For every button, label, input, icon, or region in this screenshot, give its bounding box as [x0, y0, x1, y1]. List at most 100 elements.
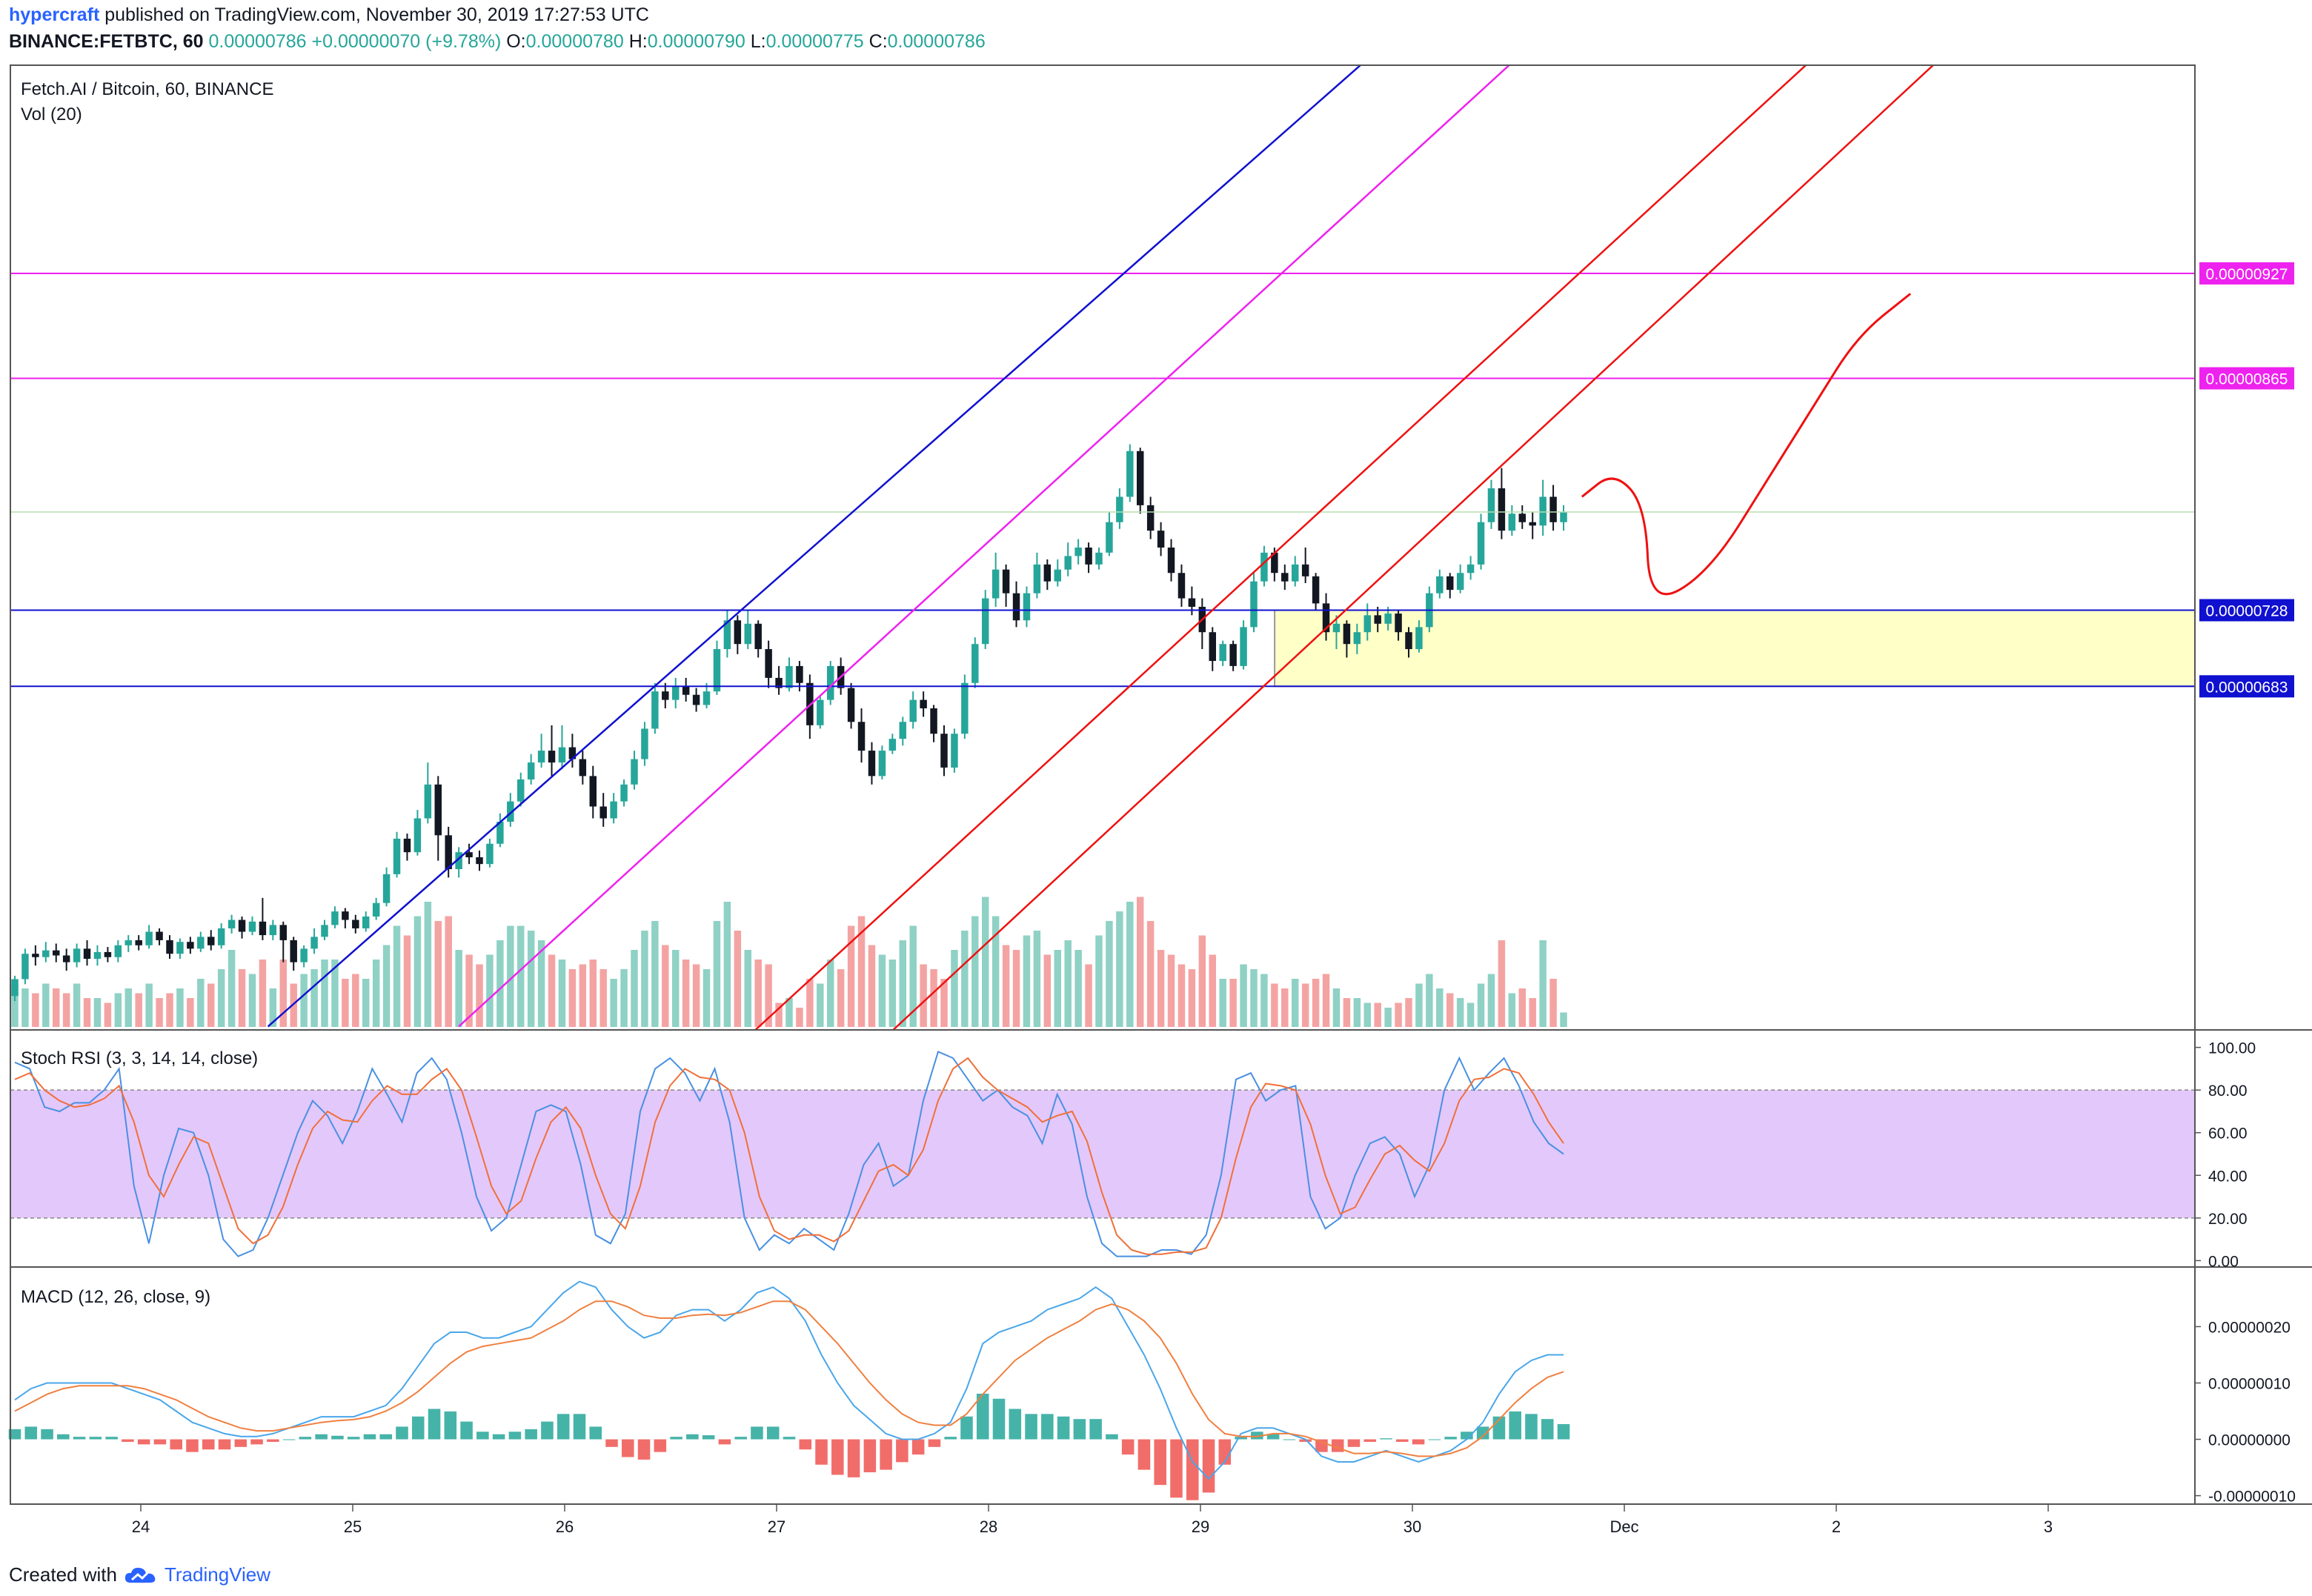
- volume-bar: [32, 993, 39, 1027]
- macd-histogram-bar: [686, 1434, 699, 1440]
- macd-histogram-bar: [57, 1434, 70, 1440]
- volume-bar: [156, 998, 163, 1027]
- volume-bar: [682, 960, 690, 1027]
- candle-body: [1291, 564, 1299, 582]
- macd-histogram-bar: [1476, 1426, 1489, 1440]
- candle-body: [1250, 581, 1258, 628]
- price-chart[interactable]: 0.00000927 0.00000865 0.00000728 0.00000683…: [0, 59, 2312, 1549]
- candle-body: [868, 751, 876, 777]
- macd-histogram-bar: [218, 1439, 231, 1450]
- volume-bar: [83, 998, 91, 1027]
- tradingview-brand[interactable]: TradingView: [164, 1563, 271, 1586]
- candle-body: [114, 945, 122, 957]
- volume-bar: [579, 964, 587, 1027]
- volume-bar: [403, 935, 411, 1027]
- volume-bar: [176, 988, 184, 1027]
- candle-body: [765, 649, 772, 678]
- macd-tick-label: 0.00000000: [2208, 1432, 2291, 1449]
- time-tick-label: 24: [132, 1517, 150, 1536]
- macd-histogram-bar: [589, 1426, 602, 1440]
- macd-histogram-bar: [1218, 1439, 1232, 1465]
- candle-body: [548, 751, 556, 763]
- volume-bar: [1415, 983, 1423, 1027]
- candle-body: [1177, 573, 1186, 599]
- candle-body: [372, 902, 380, 917]
- macd-histogram-bar: [799, 1439, 812, 1450]
- volume-bar: [754, 960, 762, 1027]
- volume-bar: [1426, 974, 1433, 1027]
- candle-body: [537, 751, 545, 763]
- macd-histogram-bar: [1073, 1419, 1086, 1440]
- candle-body: [568, 747, 577, 759]
- macd-histogram-bar: [476, 1432, 489, 1440]
- main-pane-title: Fetch.AI / Bitcoin, 60, BINANCE: [21, 79, 273, 99]
- publish-info: hypercraft published on TradingView.com,…: [9, 4, 649, 26]
- open-label: O:: [506, 31, 526, 52]
- candle-body: [951, 734, 958, 768]
- created-with-text: Created with: [9, 1563, 117, 1586]
- author-name[interactable]: hypercraft: [9, 4, 100, 25]
- candle-body: [1209, 632, 1217, 662]
- low-label: L:: [750, 31, 766, 52]
- candle-body: [1054, 569, 1062, 582]
- macd-histogram-bar: [815, 1439, 828, 1465]
- volume-bar: [826, 960, 834, 1027]
- macd-histogram-bar: [1121, 1439, 1135, 1455]
- volume-bar: [1508, 993, 1516, 1027]
- volume-bar: [269, 988, 277, 1027]
- candle-body: [227, 920, 236, 928]
- volume-bar: [548, 954, 556, 1027]
- candle-body: [331, 911, 339, 925]
- volume-bar: [11, 983, 19, 1027]
- stoch-tick-label: 60.00: [2208, 1125, 2248, 1143]
- volume-bar: [796, 1008, 803, 1027]
- candle-body: [961, 682, 969, 734]
- volume-bar: [909, 925, 917, 1027]
- candle-body: [1529, 522, 1536, 526]
- macd-histogram-bar: [508, 1432, 522, 1440]
- macd-histogram-bar: [202, 1439, 215, 1450]
- candle-body: [857, 722, 866, 751]
- candle-body: [11, 979, 19, 997]
- candle-body: [1116, 496, 1123, 522]
- macd-histogram-bar: [831, 1439, 844, 1475]
- trend-line: [458, 65, 1511, 1028]
- time-tick-label: 28: [980, 1517, 997, 1536]
- macd-histogram-bar: [1347, 1439, 1361, 1447]
- macd-histogram-bar: [379, 1434, 393, 1440]
- trend-line: [892, 65, 1935, 1030]
- macd-histogram-bar: [863, 1439, 877, 1473]
- candle-body: [1549, 496, 1557, 522]
- candle-body: [1487, 488, 1495, 522]
- candle-body: [651, 691, 659, 729]
- macd-histogram-bar: [492, 1434, 505, 1440]
- volume-bar: [424, 902, 432, 1027]
- candle-body: [785, 665, 793, 688]
- volume-bar: [610, 979, 617, 1027]
- volume-bar: [1146, 921, 1155, 1027]
- volume-bar: [321, 960, 328, 1027]
- macd-histogram-bar: [153, 1439, 167, 1445]
- candle-body: [1353, 632, 1361, 645]
- volume-bar: [1498, 940, 1506, 1027]
- time-tick-label: 30: [1404, 1517, 1421, 1536]
- volume-bar: [352, 974, 359, 1027]
- volume-bar: [920, 964, 927, 1027]
- time-tick-label: 25: [344, 1517, 362, 1536]
- candle-body: [1436, 576, 1444, 593]
- volume-bar: [847, 925, 855, 1027]
- volume-bar: [62, 993, 70, 1027]
- volume-bar: [21, 988, 29, 1027]
- macd-histogram-bar: [250, 1439, 263, 1445]
- trend-line: [754, 65, 1807, 1030]
- candle-body: [1395, 614, 1402, 633]
- candle-body: [352, 920, 359, 928]
- candle-body: [238, 920, 246, 932]
- level-price-text: 0.00000927: [2206, 266, 2288, 283]
- candle-body: [1322, 603, 1330, 633]
- volume-bar: [713, 921, 721, 1027]
- volume-bar: [857, 916, 866, 1027]
- macd-label: MACD (12, 26, close, 9): [21, 1287, 210, 1307]
- time-tick-label: Dec: [1610, 1517, 1638, 1536]
- macd-histogram-bar: [1170, 1439, 1183, 1498]
